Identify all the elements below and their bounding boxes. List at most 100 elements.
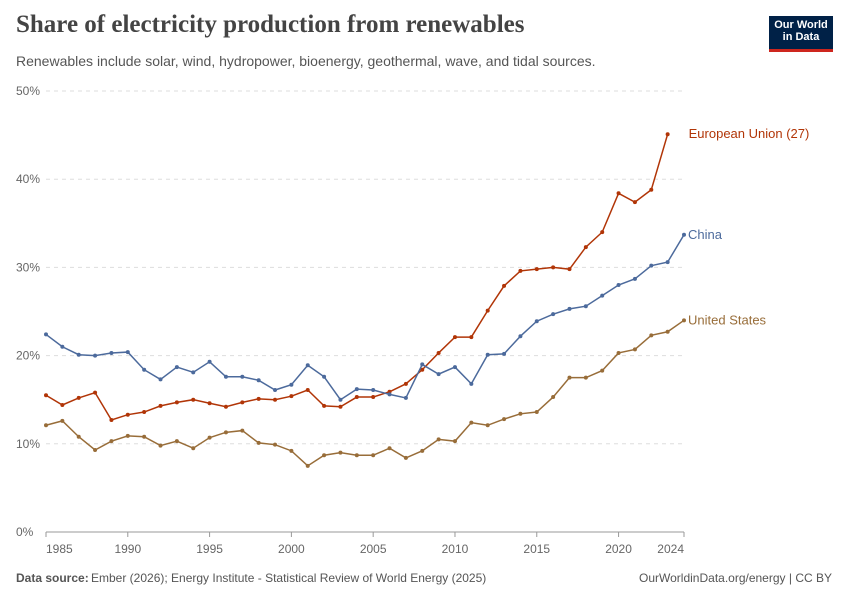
point — [142, 367, 147, 372]
point — [649, 333, 654, 338]
source-text: Ember (2026); Energy Institute - Statist… — [91, 571, 486, 585]
point — [60, 344, 65, 349]
point — [600, 230, 605, 235]
x-tick-label: 1995 — [196, 542, 223, 556]
point — [518, 334, 523, 339]
point — [371, 453, 376, 458]
point — [223, 430, 228, 435]
point — [305, 387, 310, 392]
point — [567, 306, 572, 311]
point — [125, 350, 130, 355]
point — [485, 308, 490, 313]
point — [109, 350, 114, 355]
point — [256, 440, 261, 445]
point — [322, 374, 327, 379]
point — [240, 374, 245, 379]
point — [338, 397, 343, 402]
point — [502, 351, 507, 356]
point — [93, 447, 98, 452]
point — [354, 387, 359, 392]
point — [616, 350, 621, 355]
legend-label: United States — [688, 312, 767, 327]
point — [142, 434, 147, 439]
point — [600, 368, 605, 373]
point — [387, 446, 392, 451]
point — [44, 423, 48, 428]
point — [567, 267, 572, 272]
point — [485, 352, 490, 357]
point — [207, 359, 212, 364]
point — [338, 450, 343, 455]
point — [354, 453, 359, 458]
y-tick-label: 20% — [16, 349, 40, 363]
point — [665, 329, 670, 334]
point — [600, 293, 605, 298]
point — [93, 353, 98, 358]
point — [223, 374, 228, 379]
source-label: Data source: — [16, 571, 89, 585]
logo-line: in Data — [782, 31, 820, 43]
point — [289, 448, 294, 453]
point — [223, 404, 228, 409]
point — [305, 363, 310, 368]
point — [420, 367, 425, 372]
point — [534, 319, 539, 324]
point — [158, 403, 163, 408]
y-tick-label: 0% — [16, 525, 34, 539]
chart-title: Share of electricity production from ren… — [16, 11, 525, 38]
legend-label: European Union (27) — [689, 126, 810, 141]
y-tick-label: 40% — [16, 172, 40, 186]
point — [256, 378, 261, 383]
point — [420, 362, 425, 367]
point — [158, 377, 163, 382]
point — [649, 263, 654, 268]
x-tick-label: 2010 — [442, 542, 469, 556]
point — [551, 265, 556, 270]
point — [240, 428, 245, 433]
x-tick-label: 2000 — [278, 542, 305, 556]
point — [452, 335, 457, 340]
point — [420, 448, 425, 453]
point — [240, 400, 245, 405]
point — [174, 400, 179, 405]
point — [76, 352, 81, 357]
point — [354, 395, 359, 400]
point — [289, 382, 294, 387]
point — [436, 350, 441, 355]
point — [632, 200, 637, 205]
point — [583, 375, 588, 380]
point — [403, 381, 408, 386]
point — [44, 393, 48, 398]
point — [518, 268, 523, 273]
point — [583, 304, 588, 309]
point — [60, 418, 65, 423]
point — [469, 420, 474, 425]
x-tick-label: 2015 — [523, 542, 550, 556]
footer-right: OurWorldinData.org/energy | CC BY — [639, 571, 832, 585]
point — [125, 412, 130, 417]
point — [125, 433, 130, 438]
point — [305, 463, 310, 468]
point — [191, 397, 196, 402]
point — [403, 455, 408, 460]
point — [174, 365, 179, 370]
point — [502, 283, 507, 288]
point — [583, 245, 588, 250]
point — [273, 442, 278, 447]
point — [158, 443, 163, 448]
point — [551, 395, 556, 400]
point — [44, 332, 48, 337]
y-tick-label: 50% — [16, 84, 40, 98]
point — [518, 411, 523, 416]
point — [665, 132, 670, 137]
point — [93, 390, 98, 395]
logo[interactable]: Our World in Data — [769, 16, 833, 52]
point — [469, 335, 474, 340]
point — [534, 267, 539, 272]
point — [649, 187, 654, 192]
y-tick-label: 10% — [16, 437, 40, 451]
subtitle: Renewables include solar, wind, hydropow… — [16, 53, 596, 69]
point — [632, 276, 637, 281]
point — [452, 365, 457, 370]
